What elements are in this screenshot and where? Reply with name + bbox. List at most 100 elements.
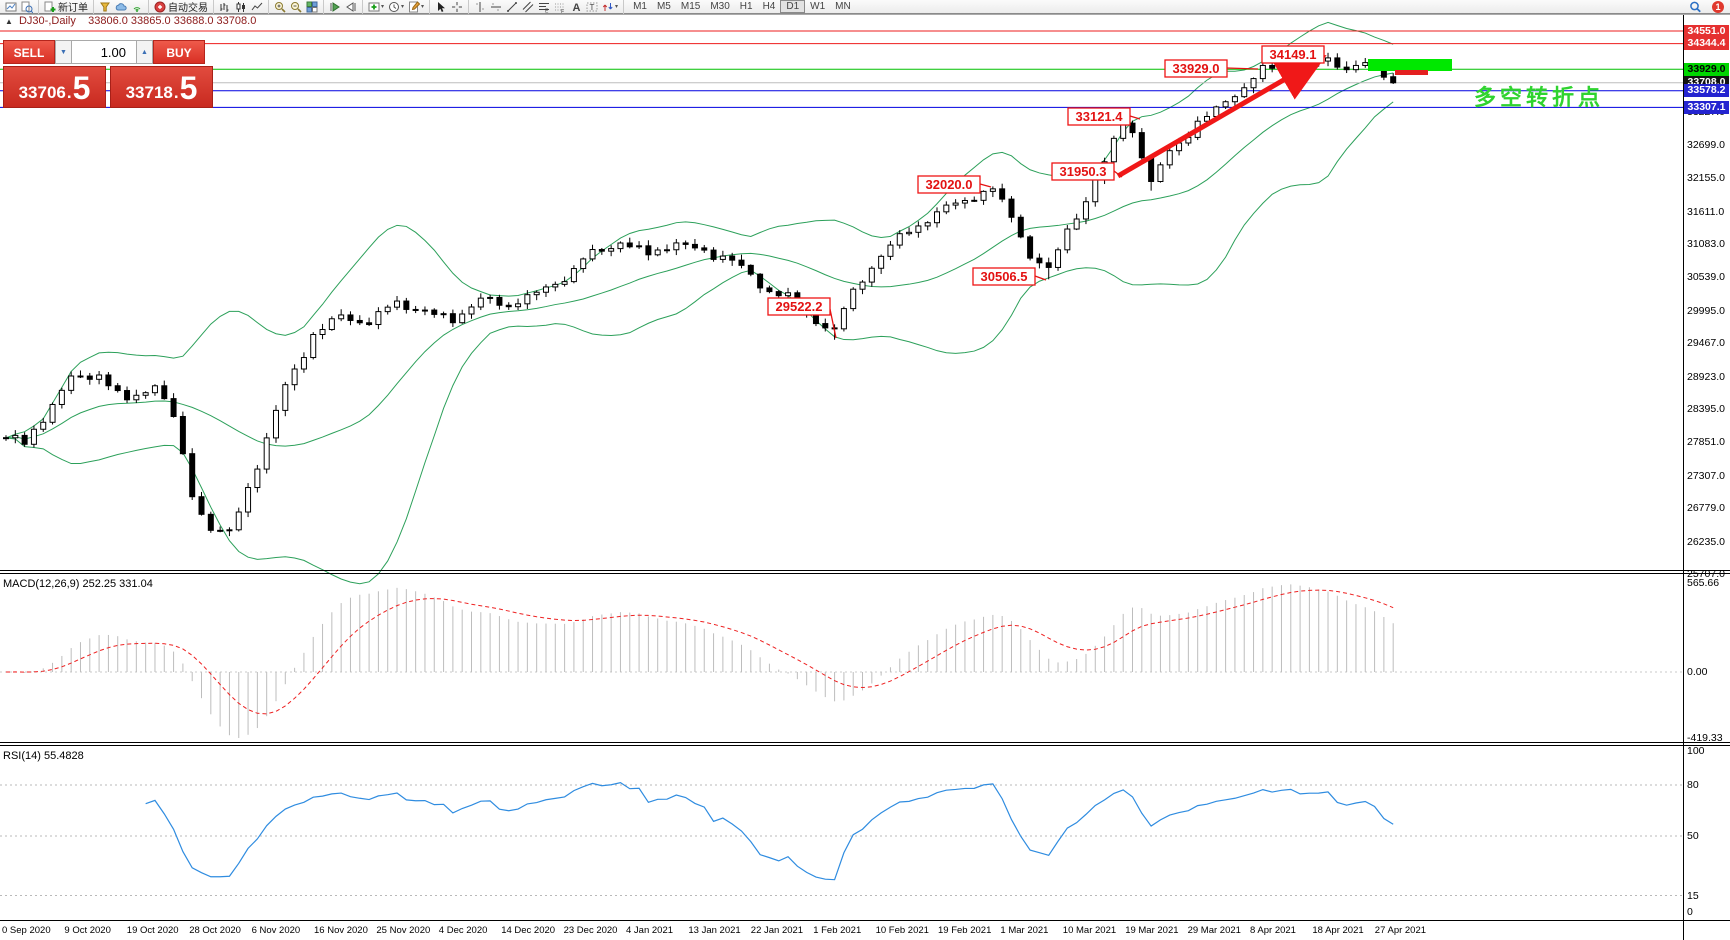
zoom-out-icon[interactable] bbox=[288, 0, 304, 13]
date-label: 1 Mar 2021 bbox=[1000, 925, 1049, 936]
svg-text:31950.3: 31950.3 bbox=[1060, 164, 1107, 179]
fibonacci-icon[interactable]: E bbox=[536, 0, 552, 13]
price-level-badge: 33929.0 bbox=[1684, 62, 1729, 76]
svg-text:F: F bbox=[561, 9, 564, 13]
rsi-line bbox=[145, 782, 1394, 881]
timeframe-m15[interactable]: M15 bbox=[680, 1, 701, 12]
funnel-icon[interactable] bbox=[97, 0, 113, 13]
sell-price-fraction: 5 bbox=[72, 70, 91, 106]
toolbar-group: 新订单 bbox=[39, 0, 94, 14]
toolbar-group: ▾ ▾ ▾ bbox=[363, 0, 431, 14]
buy-button[interactable]: BUY bbox=[153, 40, 205, 64]
chart-shift-icon[interactable] bbox=[343, 0, 359, 13]
zoom-in-icon[interactable] bbox=[272, 0, 288, 13]
new-order-button[interactable]: 新订单 bbox=[42, 0, 90, 14]
axis-label: 31611.0 bbox=[1687, 205, 1725, 218]
red-marker-segment bbox=[1395, 70, 1428, 75]
date-label: 10 Feb 2021 bbox=[875, 925, 929, 936]
buy-price-fraction: 5 bbox=[179, 70, 198, 106]
timeframe-w1[interactable]: W1 bbox=[810, 1, 826, 12]
sell-button[interactable]: SELL bbox=[3, 40, 55, 64]
date-label: 25 Nov 2020 bbox=[376, 925, 431, 936]
highlight-zone bbox=[1368, 59, 1452, 71]
search-page-icon[interactable] bbox=[19, 0, 35, 13]
date-label: 23 Dec 2020 bbox=[563, 925, 618, 936]
cursor-icon[interactable] bbox=[433, 0, 449, 13]
templates-icon[interactable]: ▾ bbox=[406, 0, 426, 13]
date-label: 19 Mar 2021 bbox=[1125, 925, 1179, 936]
toolbar-group bbox=[0, 0, 39, 14]
svg-text:A: A bbox=[573, 2, 581, 13]
price-level-badge: 34551.0 bbox=[1684, 24, 1729, 38]
chart-symbol-period: DJ30-,Daily bbox=[18, 15, 76, 27]
volume-increase-stepper[interactable]: ▲ bbox=[136, 40, 153, 64]
grid-icon[interactable]: F bbox=[552, 0, 568, 13]
toolbar-group bbox=[214, 0, 269, 14]
tile-windows-icon[interactable] bbox=[304, 0, 320, 13]
notifications-icon[interactable]: 1 bbox=[1711, 0, 1724, 13]
chart-workspace: 34149.1 33929.0 33121.4 31950.3 32020.0 30506… bbox=[0, 14, 1730, 940]
price-level-badge: 33307.1 bbox=[1684, 100, 1729, 114]
title-marker-icon: ▲ bbox=[5, 17, 13, 26]
toolbar-right: 1 bbox=[1687, 0, 1730, 13]
timeframe-h4[interactable]: H4 bbox=[762, 1, 776, 12]
timeframe-h1[interactable]: H1 bbox=[739, 1, 753, 12]
autoscroll-icon[interactable] bbox=[327, 0, 343, 13]
line-chart-icon[interactable] bbox=[249, 0, 265, 13]
dropdown-caret-icon[interactable]: ▾ bbox=[401, 4, 405, 10]
chart-canvas[interactable]: 34149.1 33929.0 33121.4 31950.3 32020.0 30506… bbox=[0, 14, 1730, 940]
candlestick-icon[interactable] bbox=[233, 0, 249, 13]
toolbar-group: E F A T ▾ bbox=[469, 0, 625, 14]
timeframe-d1[interactable]: D1 bbox=[780, 0, 806, 13]
text-label-icon[interactable]: T bbox=[584, 0, 600, 13]
periods-icon[interactable]: ▾ bbox=[386, 0, 406, 13]
macd-histogram bbox=[14, 584, 1394, 738]
time-axis: 0 Sep 2020 9 Oct 2020 19 Oct 2020 28 Oct 20… bbox=[0, 923, 1683, 940]
signal-icon[interactable] bbox=[129, 0, 145, 13]
candlestick-series bbox=[3, 52, 1397, 537]
price-callout bbox=[767, 297, 831, 316]
svg-text:33121.4: 33121.4 bbox=[1076, 109, 1124, 124]
timeframe-mn[interactable]: MN bbox=[835, 1, 851, 12]
crosshair-icon[interactable] bbox=[449, 0, 465, 13]
price-level-badge: 33578.2 bbox=[1684, 84, 1729, 98]
svg-text:34149.1: 34149.1 bbox=[1270, 47, 1317, 62]
dropdown-caret-icon[interactable]: ▾ bbox=[421, 4, 425, 10]
timeframe-m1[interactable]: M1 bbox=[633, 1, 647, 12]
timeframe-m5[interactable]: M5 bbox=[656, 1, 671, 12]
autotrade-button[interactable]: 自动交易 bbox=[152, 0, 210, 14]
text-icon[interactable]: A bbox=[568, 0, 584, 13]
hline-icon[interactable] bbox=[488, 0, 504, 13]
date-label: 10 Mar 2021 bbox=[1062, 925, 1117, 936]
date-label: 16 Nov 2020 bbox=[314, 925, 368, 936]
one-click-trading-panel: SELL ▼ ▲ BUY 33706 . 5 33718 . 5 bbox=[3, 40, 215, 108]
indicators-icon[interactable]: ▾ bbox=[366, 0, 386, 13]
price-callout bbox=[917, 175, 981, 194]
svg-text:30506.5: 30506.5 bbox=[981, 269, 1028, 284]
sell-price-main: 33706 bbox=[18, 83, 66, 102]
arrows-icon[interactable]: ▾ bbox=[600, 0, 620, 13]
trendline-icon[interactable] bbox=[504, 0, 520, 13]
bollinger-bands bbox=[5, 21, 1394, 585]
volume-decrease-stepper[interactable]: ▼ bbox=[55, 40, 72, 64]
dropdown-caret-icon[interactable]: ▾ bbox=[615, 4, 619, 10]
bars-chart-icon[interactable] bbox=[217, 0, 233, 13]
search-icon[interactable] bbox=[1687, 0, 1703, 13]
sell-price-display[interactable]: 33706 . 5 bbox=[3, 66, 106, 108]
chart-title: ▲ DJ30-,Daily 33806.0 33865.0 33688.0 33… bbox=[5, 15, 256, 27]
buy-price-display[interactable]: 33718 . 5 bbox=[110, 66, 213, 108]
cloud-icon[interactable] bbox=[113, 0, 129, 13]
dropdown-caret-icon[interactable]: ▾ bbox=[381, 4, 385, 10]
vline-icon[interactable] bbox=[472, 0, 488, 13]
timeframe-m30[interactable]: M30 bbox=[710, 1, 730, 12]
date-label: 6 Nov 2020 bbox=[251, 925, 301, 936]
axis-label: 50 bbox=[1687, 830, 1699, 842]
date-label: 4 Jan 2021 bbox=[626, 925, 674, 936]
date-label: 4 Dec 2020 bbox=[438, 925, 488, 936]
axis-label: 31083.0 bbox=[1687, 237, 1725, 250]
price-callout bbox=[1067, 107, 1131, 126]
chart-window-icon[interactable] bbox=[3, 0, 19, 13]
channel-icon[interactable] bbox=[520, 0, 536, 13]
volume-input[interactable] bbox=[72, 40, 136, 64]
